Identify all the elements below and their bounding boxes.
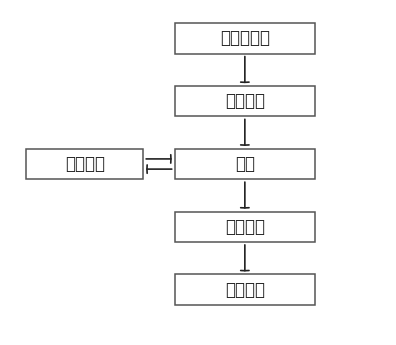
Text: 软化: 软化 (235, 155, 255, 173)
FancyBboxPatch shape (175, 86, 315, 117)
FancyBboxPatch shape (175, 211, 315, 242)
Text: 一次过滤: 一次过滤 (225, 92, 265, 110)
FancyBboxPatch shape (26, 149, 143, 179)
Text: 冷凝水回收: 冷凝水回收 (220, 29, 270, 47)
Text: 二次过滤: 二次过滤 (225, 218, 265, 236)
FancyBboxPatch shape (175, 274, 315, 305)
FancyBboxPatch shape (175, 23, 315, 54)
FancyBboxPatch shape (175, 149, 315, 179)
Text: 再次利用: 再次利用 (225, 280, 265, 299)
Text: 温差发电: 温差发电 (65, 155, 105, 173)
